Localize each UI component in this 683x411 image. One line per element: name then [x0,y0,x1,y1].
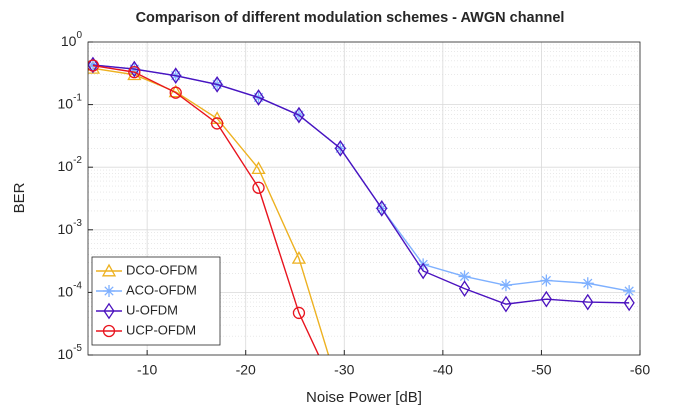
marker [376,199,388,217]
x-tick-label: -40 [433,362,453,378]
y-tick-label: 10-1 [58,92,83,111]
marker [88,59,100,72]
legend-label: UCP-OFDM [126,322,196,337]
marker [170,67,182,85]
marker [128,65,141,79]
marker [540,290,552,308]
legend: DCO-OFDM ACO-OFDM U-OFDM UCP-OFDM [91,256,221,346]
marker [169,86,182,99]
marker [500,295,512,313]
x-tick-label: -20 [236,362,256,378]
chart-title: Comparison of different modulation schem… [136,10,565,26]
y-tick-label: 10-3 [58,217,83,236]
plot-frame [87,41,641,356]
legend-marker [103,285,115,297]
marker [292,306,306,320]
marker [291,251,307,264]
grid: 10-5 10-4 10-3 10-2 10-1 100 -10 -20 -30 -40 -50 -6… [58,30,651,378]
x-tick-label: -60 [630,362,650,378]
x-tick-label: -10 [137,362,157,378]
marker [417,262,429,280]
legend-label: ACO-OFDM [126,282,197,297]
y-tick-label: 10-4 [58,280,83,299]
marker [499,279,512,292]
y-tick-label: 10-2 [58,155,83,174]
x-tick-label: -50 [531,362,551,378]
marker [623,285,636,298]
marker [458,270,471,283]
marker [334,139,346,157]
marker [623,294,635,312]
legend-label: U-OFDM [126,302,178,317]
marker [252,181,265,194]
marker [582,293,594,311]
legend-marker [103,302,115,320]
marker [458,280,471,297]
series-line [92,64,630,305]
marker [252,89,265,106]
y-tick-label: 100 [61,30,83,49]
lines [88,56,636,355]
y-axis-label: BER [11,182,28,213]
x-tick-label: -30 [334,362,354,378]
y-tick-label: 10-5 [58,343,83,362]
marker [88,56,99,74]
marker [128,60,140,78]
marker [293,106,305,124]
marker [540,274,553,287]
legend-marker [101,263,117,277]
legend-marker [102,324,116,338]
series-line [92,64,320,355]
marker [251,161,266,175]
marker [210,117,224,130]
marker [211,76,223,93]
legend-label: DCO-OFDM [126,262,198,277]
x-axis-label: Noise Power [dB] [306,389,422,406]
marker [581,277,594,290]
